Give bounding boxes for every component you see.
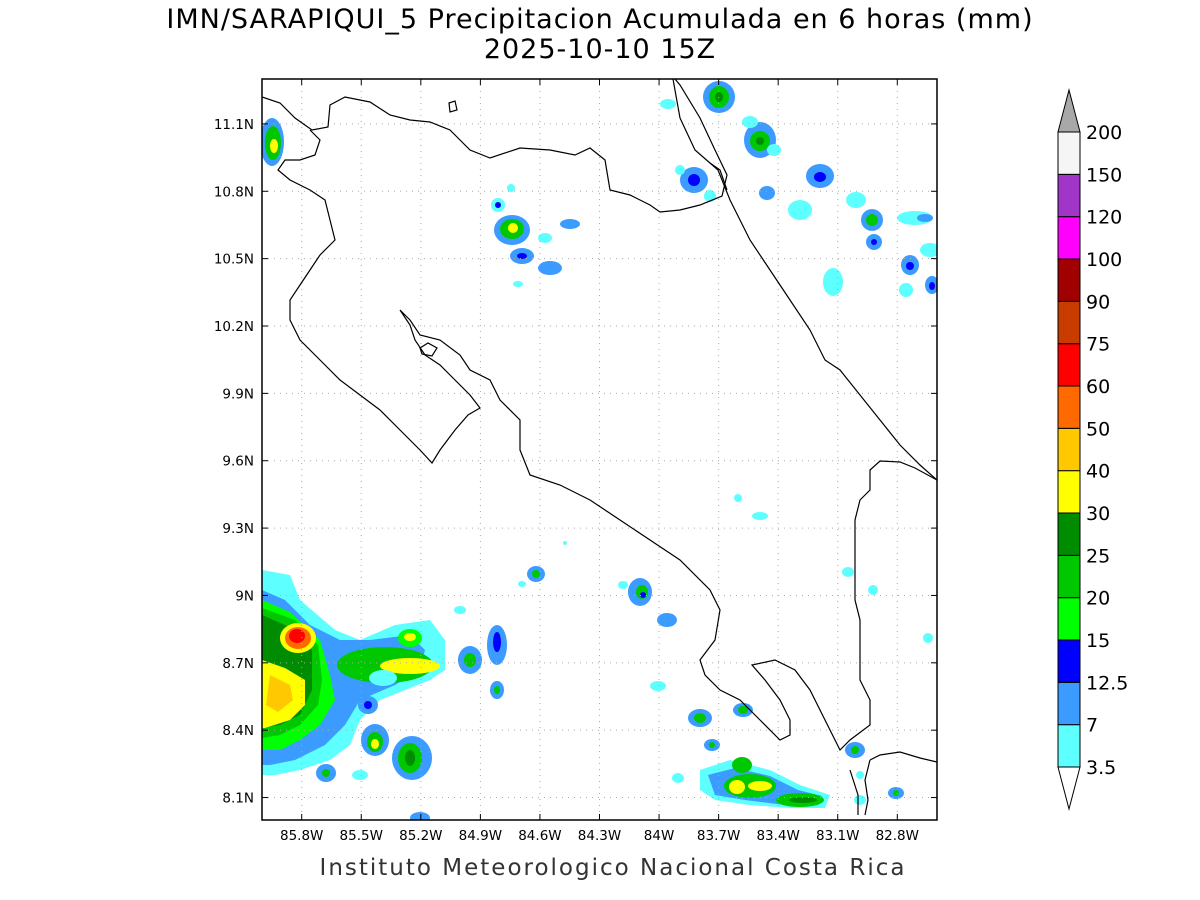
colorbar-under-arrow (1057, 766, 1081, 811)
map-title: IMN/SARAPIQUI_5 Precipitacion Acumulada … (166, 4, 1034, 35)
footer-credit: Instituto Meteorologico Nacional Costa R… (319, 855, 907, 881)
lat-tick-label: 8.1N (222, 791, 254, 807)
precip-cluster-southeast (518, 494, 933, 808)
lon-tick-label: 84.9W (459, 828, 502, 844)
colorbar-over-arrow (1057, 88, 1081, 133)
colorbar-label: 15 (1086, 630, 1110, 652)
colorbar-label: 150 (1086, 164, 1122, 186)
latitude-axis: 11.1N 10.8N 10.5N 10.2N 9.9N 9.6N 9.3N 9N 8.7N 8.… (214, 117, 937, 807)
lat-tick-label: 9N (235, 588, 254, 604)
colorbar-label: 75 (1086, 334, 1110, 356)
colorbar-swatch (1057, 216, 1081, 260)
coastline-borders (262, 79, 937, 816)
lon-tick-label: 82.8W (876, 828, 919, 844)
precip-cluster-northwest (262, 118, 284, 166)
colorbar-label: 120 (1086, 207, 1122, 229)
colorbar-label: 200 (1086, 122, 1122, 144)
colorbar-label: 90 (1086, 291, 1110, 313)
lat-tick-label: 11.1N (214, 117, 254, 133)
colorbar-swatch (1057, 597, 1081, 641)
precip-cluster-southwest (262, 570, 507, 820)
lat-tick-label: 8.7N (222, 656, 254, 672)
colorbar-label: 3.5 (1086, 757, 1116, 779)
lon-tick-label: 85.8W (280, 828, 323, 844)
colorbar-label: 25 (1086, 545, 1110, 567)
colorbar-swatch (1057, 343, 1081, 387)
colorbar-label: 7 (1086, 715, 1098, 737)
map-subtitle-date: 2025-10-10 15Z (483, 34, 717, 65)
lat-tick-label: 10.8N (214, 184, 254, 200)
precip-cluster-north-central (491, 184, 580, 287)
colorbar-swatch (1057, 639, 1081, 683)
colorbar-label: 60 (1086, 376, 1110, 398)
lat-tick-label: 8.4N (222, 723, 254, 739)
colorbar-label: 20 (1086, 588, 1110, 610)
colorbar-label: 30 (1086, 503, 1110, 525)
lon-tick-label: 84W (644, 828, 675, 844)
colorbar-label: 12.5 (1086, 672, 1128, 694)
colorbar-label: 50 (1086, 418, 1110, 440)
precip-cluster-northeast (660, 81, 937, 297)
longitude-axis: 85.8W 85.5W 85.2W 84.9W 84.6W 84.3W 84W 83.7W 83… (280, 79, 919, 844)
lat-tick-label: 9.3N (222, 521, 254, 537)
colorbar-swatch (1057, 554, 1081, 599)
lat-tick-label: 9.6N (222, 454, 254, 470)
colorbar-swatch (1057, 512, 1081, 556)
colorbar-swatch (1057, 724, 1081, 768)
lon-tick-label: 83.4W (756, 828, 799, 844)
colorbar-swatch (1057, 300, 1081, 345)
lon-tick-label: 84.6W (518, 828, 561, 844)
colorbar-swatch (1057, 258, 1081, 302)
lat-tick-label: 10.2N (214, 319, 254, 335)
colorbar-label: 100 (1086, 249, 1122, 271)
colorbar-swatch (1057, 470, 1081, 514)
colorbar-swatch (1057, 427, 1081, 472)
colorbar-swatch (1057, 173, 1081, 218)
colorbar-swatch (1057, 385, 1081, 429)
lat-tick-label: 9.9N (222, 386, 254, 402)
precipitation-field (262, 81, 937, 820)
lon-tick-label: 85.5W (340, 828, 383, 844)
colorbar-swatch (1057, 131, 1081, 175)
lon-tick-label: 84.3W (578, 828, 621, 844)
colorbar: 3.5 7 12.5 15 20 25 30 40 50 60 75 90 100 120 150 200 (1057, 88, 1128, 811)
lat-tick-label: 10.5N (214, 252, 254, 268)
lon-tick-label: 83.1W (816, 828, 859, 844)
lon-tick-label: 83.7W (697, 828, 740, 844)
lon-tick-label: 85.2W (399, 828, 442, 844)
colorbar-label: 40 (1086, 461, 1110, 483)
colorbar-swatch (1057, 681, 1081, 726)
